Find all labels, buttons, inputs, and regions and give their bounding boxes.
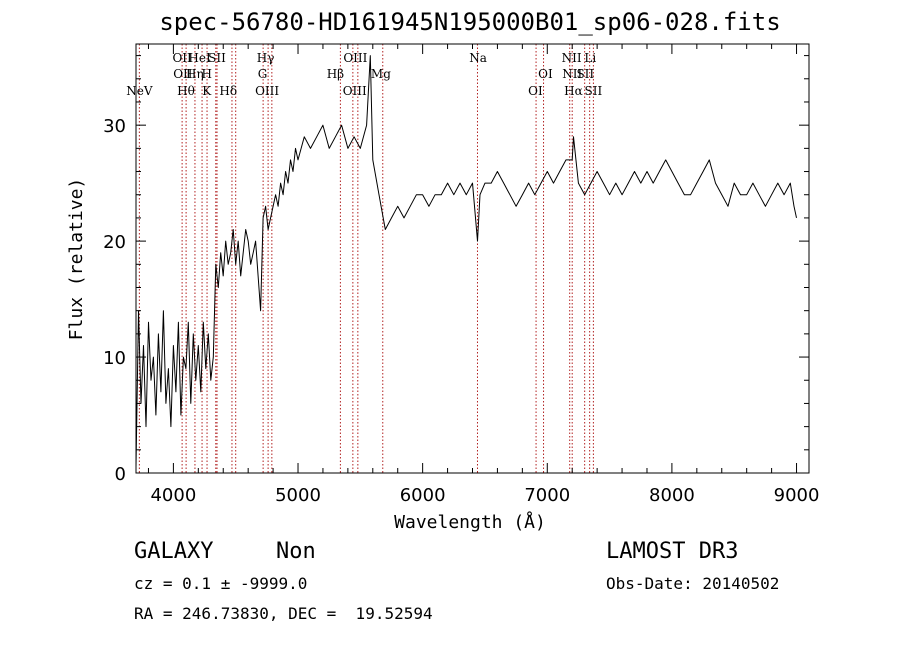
spectral-line-label: G [258,67,268,81]
x-tick-label: 6000 [400,485,446,506]
x-tick-label: 7000 [524,485,570,506]
spectral-line-label: SII [208,51,226,65]
y-axis-ticks: 0 10 20 30 [103,55,809,485]
spectral-line-label: Hθ [177,84,195,98]
object-class: GALAXY [134,539,214,564]
y-tick-label: 20 [103,232,126,253]
y-tick-label: 30 [103,116,126,137]
spectral-line-markers [138,44,594,473]
spectral-line-label: OI [538,67,553,81]
spectral-line-label: Hδ [219,84,237,98]
y-tick-label: 0 [115,464,126,485]
spectral-line-label: H [202,67,212,81]
redshift-line: cz = 0.1 ± -9999.0 [134,574,308,593]
spectrum-line [135,55,797,468]
spectral-line-label: SII [585,84,603,98]
x-axis-ticks: 4000 5000 6000 7000 8000 9000 [147,44,820,506]
plot-frame [135,43,810,474]
spectral-line-label: K [202,84,212,98]
spectral-line-label: OIII [255,84,279,98]
y-tick-label: 10 [103,348,126,369]
spectral-line-label: Hγ [257,51,275,65]
spectral-line-label: OIII [343,84,367,98]
y-axis-label: Flux (relative) [66,178,87,341]
spectral-line-label: HeI [188,51,211,65]
spectral-line-labels: NeV OII OII Hθ Hη HeI HK SII Hδ Hγ G OIII Hβ OIII OIII… [126,51,602,98]
spectrum-series [135,55,797,468]
spectral-line-label: Mg [371,67,391,81]
spectral-line-label: SII [576,67,594,81]
x-tick-label: 8000 [649,485,695,506]
coordinates: RA = 246.73830, DEC = 19.52594 [134,604,433,623]
x-tick-label: 5000 [275,485,321,506]
x-tick-label: 4000 [150,485,196,506]
spectral-line-label: Li [584,51,596,65]
spectral-line-label: Hα [564,84,583,98]
x-tick-label: 9000 [774,485,820,506]
object-subclass: Non [276,539,316,564]
obs-date: Obs-Date: 20140502 [606,574,780,593]
survey-name: LAMOST DR3 [606,539,739,564]
spectral-line-label: NII [562,67,582,81]
spectral-line-label: NeV [126,84,153,98]
chart-title: spec-56780-HD161945N195000B01_sp06-028.f… [159,8,780,36]
spectral-line-label: Hβ [327,67,344,81]
spectral-line-label: OI [528,84,543,98]
spectral-line-label: OII [173,67,193,81]
spectral-line-label: Na [469,51,487,65]
spectral-line-label: OIII [343,51,367,65]
spectral-line-label: Hη [186,67,204,81]
spectral-line-label: OII [172,51,192,65]
spectral-line-label: NII [562,51,582,65]
x-axis-label: Wavelength (Å) [394,511,546,533]
